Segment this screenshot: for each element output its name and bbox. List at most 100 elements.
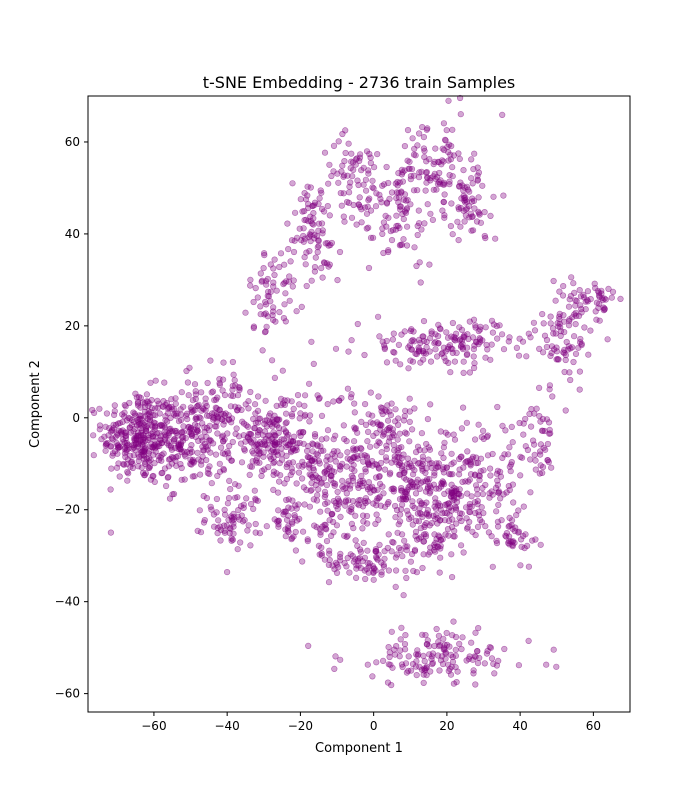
y-tick-label: 40 [65, 227, 80, 241]
scatter-point [535, 384, 543, 392]
scatter-point [247, 282, 254, 289]
scatter-point [429, 659, 437, 667]
scatter-point [459, 478, 466, 486]
scatter-point [302, 261, 309, 268]
scatter-point [367, 389, 374, 396]
scatter-point [442, 137, 449, 144]
scatter-point [350, 166, 357, 173]
scatter-point [441, 439, 448, 446]
scatter-point [98, 436, 105, 443]
scatter-point [420, 531, 428, 538]
scatter-point [403, 430, 410, 437]
scatter-point [195, 401, 202, 408]
scatter-point [252, 401, 259, 408]
y-tick-label: −40 [55, 595, 80, 609]
scatter-point [131, 410, 138, 417]
scatter-point [522, 415, 529, 423]
scatter-point [408, 338, 415, 345]
scatter-point [385, 417, 392, 424]
scatter-point [152, 377, 159, 384]
scatter-point [517, 472, 524, 479]
scatter-point [405, 165, 412, 172]
scatter-point [245, 522, 252, 529]
scatter-point [378, 559, 385, 566]
scatter-point [389, 433, 396, 440]
scatter-point [334, 488, 341, 496]
scatter-point [221, 527, 228, 534]
scatter-point [420, 318, 428, 325]
scatter-point [351, 438, 358, 445]
scatter-point [271, 256, 278, 263]
scatter-point [336, 248, 344, 256]
scatter-point [506, 522, 513, 529]
scatter-point [199, 437, 206, 444]
scatter-point [408, 462, 415, 469]
scatter-point [234, 392, 242, 399]
scatter-point [537, 441, 545, 448]
scatter-point [427, 358, 435, 365]
scatter-point [353, 574, 360, 582]
scatter-point [167, 455, 174, 463]
scatter-point [398, 188, 405, 195]
scatter-point [399, 553, 406, 560]
scatter-point [436, 325, 444, 332]
scatter-point [196, 414, 203, 421]
scatter-point [444, 346, 452, 353]
scatter-point [472, 681, 479, 688]
scatter-point [355, 181, 362, 189]
scatter-point [569, 314, 576, 321]
scatter-point [482, 235, 489, 242]
scatter-point [230, 371, 237, 378]
scatter-point [332, 432, 339, 439]
scatter-point [405, 653, 412, 660]
scatter-point [272, 432, 279, 439]
scatter-point [242, 309, 249, 316]
scatter-point [493, 662, 501, 669]
scatter-point [335, 138, 342, 145]
scatter-point [412, 663, 420, 670]
scatter-point [316, 195, 323, 202]
scatter-point [227, 403, 234, 410]
scatter-point [455, 237, 462, 244]
scatter-point [206, 470, 213, 478]
scatter-point [245, 405, 252, 412]
scatter-point [254, 497, 261, 504]
scatter-point [548, 343, 556, 350]
scatter-point [418, 430, 426, 437]
scatter-point [478, 504, 485, 511]
scatter-point [282, 318, 289, 325]
scatter-point [237, 503, 245, 510]
scatter-point [339, 130, 346, 138]
scatter-point [447, 369, 454, 376]
scatter-point [326, 550, 333, 557]
scatter-point [487, 212, 494, 219]
scatter-point [395, 199, 402, 206]
scatter-point [383, 163, 390, 171]
scatter-point [300, 429, 307, 436]
scatter-point [172, 400, 179, 407]
scatter-point [309, 474, 316, 481]
scatter-point [122, 403, 129, 410]
scatter-point [426, 261, 433, 268]
scatter-point [451, 484, 458, 492]
scatter-point [369, 177, 376, 184]
scatter-point [278, 395, 285, 403]
scatter-point [470, 316, 478, 323]
scatter-point [377, 459, 385, 467]
scatter-point [267, 410, 274, 417]
scatter-point [239, 418, 246, 425]
scatter-point [576, 386, 583, 393]
scatter-point [456, 514, 463, 522]
scatter-point [449, 497, 456, 504]
scatter-point [348, 214, 356, 221]
scatter-point [500, 346, 508, 353]
scatter-point [181, 476, 188, 483]
scatter-point [438, 653, 446, 660]
scatter-point [326, 517, 333, 524]
scatter-point [172, 410, 179, 417]
scatter-point [247, 542, 254, 549]
scatter-point [221, 522, 228, 529]
scatter-point [402, 567, 409, 574]
scatter-point [276, 309, 283, 316]
scatter-point [441, 644, 448, 651]
